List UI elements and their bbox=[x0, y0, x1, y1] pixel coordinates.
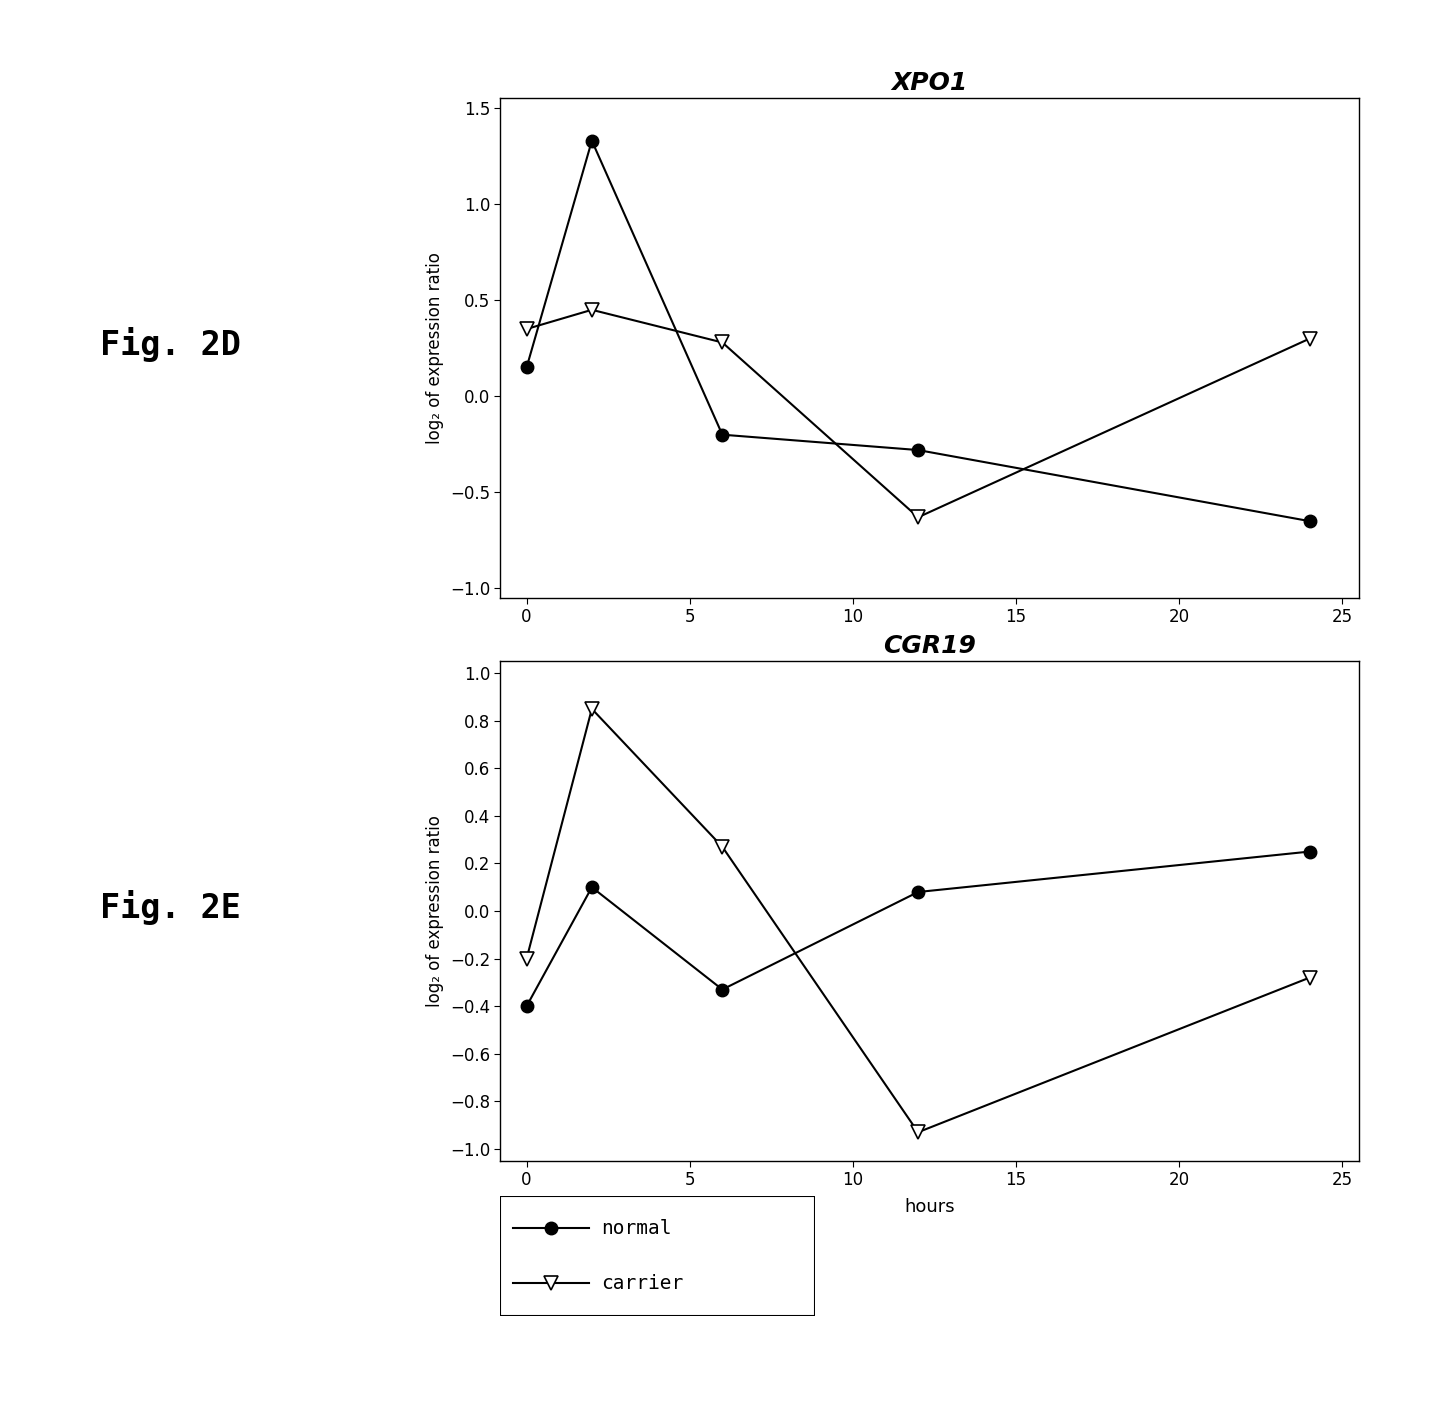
Title: XPO1: XPO1 bbox=[891, 72, 968, 96]
Title: CGR19: CGR19 bbox=[884, 635, 975, 658]
Y-axis label: log₂ of expression ratio: log₂ of expression ratio bbox=[426, 252, 445, 445]
Text: carrier: carrier bbox=[601, 1273, 684, 1293]
Y-axis label: log₂ of expression ratio: log₂ of expression ratio bbox=[426, 815, 445, 1007]
Text: Fig. 2D: Fig. 2D bbox=[100, 328, 242, 362]
X-axis label: hours: hours bbox=[904, 1197, 955, 1216]
Text: Fig. 2E: Fig. 2E bbox=[100, 891, 242, 924]
Text: normal: normal bbox=[601, 1218, 672, 1238]
